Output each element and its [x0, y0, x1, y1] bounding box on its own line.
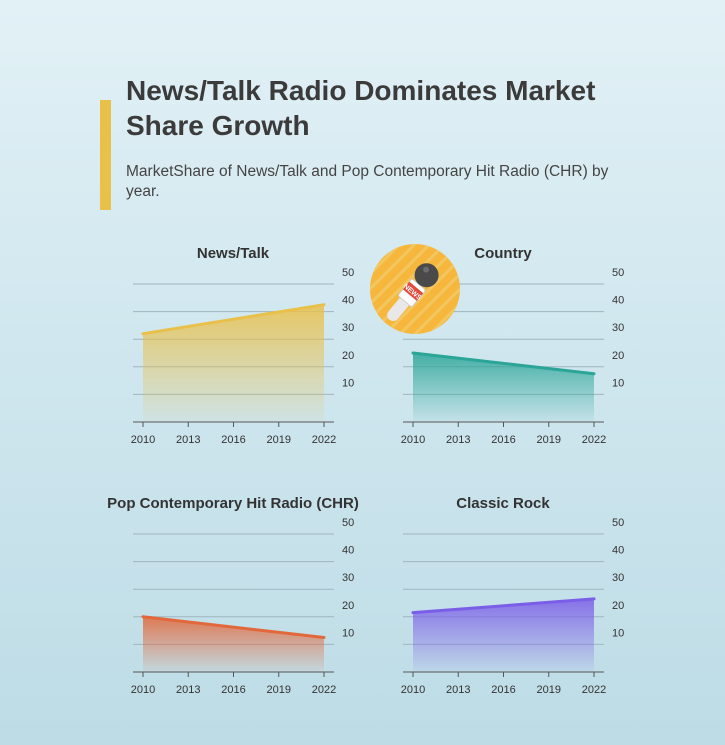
- x-tick-label: 2013: [446, 684, 470, 696]
- x-tick-label: 2022: [582, 434, 606, 446]
- chart-panel-news-talk: News/Talk 10 20 30 40 50 2010 2013 2016 2019 2022: [131, 245, 354, 446]
- x-tick-label: 2010: [401, 684, 425, 696]
- x-tick-label: 2010: [401, 434, 425, 446]
- y-tick-label: 30: [612, 572, 624, 584]
- y-tick-label: 20: [612, 600, 624, 612]
- x-tick-label: 2022: [312, 434, 336, 446]
- x-tick-label: 2010: [131, 434, 155, 446]
- series-line: [141, 615, 326, 639]
- x-tick-label: 2013: [446, 434, 470, 446]
- series-line: [411, 597, 596, 615]
- series-line: [141, 303, 326, 336]
- x-tick-label: 2016: [221, 684, 245, 696]
- y-tick-label: 40: [612, 295, 624, 307]
- y-tick-label: 40: [342, 545, 354, 557]
- x-tick-label: 2016: [221, 434, 245, 446]
- x-tick-label: 2019: [267, 684, 291, 696]
- chart-title: Country: [474, 245, 532, 262]
- series-area: [143, 304, 324, 422]
- x-tick-label: 2013: [176, 434, 200, 446]
- y-tick-label: 30: [342, 572, 354, 584]
- series-area: [413, 353, 594, 422]
- y-tick-label: 40: [612, 545, 624, 557]
- series-line: [411, 351, 596, 376]
- page-subtitle: MarketShare of News/Talk and Pop Contemp…: [126, 163, 609, 200]
- y-tick-label: 50: [342, 267, 354, 279]
- series-area: [143, 616, 324, 672]
- chart-title: Pop Contemporary Hit Radio (CHR): [107, 495, 359, 512]
- x-tick-label: 2013: [176, 684, 200, 696]
- y-tick-label: 30: [612, 322, 624, 334]
- chart-panel-country: Country 10 20 30 40 50 2010 2013 2016 2019 2022: [401, 245, 624, 446]
- x-tick-label: 2016: [491, 434, 515, 446]
- y-tick-label: 50: [612, 517, 624, 529]
- y-tick-label: 30: [342, 322, 354, 334]
- page-title: News/Talk Radio Dominates Market Share G…: [126, 75, 596, 141]
- x-tick-label: 2019: [267, 434, 291, 446]
- y-tick-label: 10: [612, 377, 624, 389]
- title-accent-bar: [100, 100, 111, 210]
- x-tick-label: 2022: [312, 684, 336, 696]
- x-tick-label: 2016: [491, 684, 515, 696]
- news-microphone-icon: NEWS: [370, 244, 460, 334]
- y-tick-label: 10: [612, 627, 624, 639]
- y-tick-label: 50: [612, 267, 624, 279]
- y-tick-label: 20: [342, 350, 354, 362]
- chart-panel-pop-contemporary-hit-radio-chr: Pop Contemporary Hit Radio (CHR) 10 20 30 40…: [107, 495, 359, 696]
- y-tick-label: 40: [342, 295, 354, 307]
- series-area: [413, 598, 594, 672]
- y-tick-label: 20: [342, 600, 354, 612]
- y-tick-label: 20: [612, 350, 624, 362]
- chart-panel-classic-rock: Classic Rock 10 20 30 40 50 2010 2013 2016 2019 20…: [401, 495, 624, 696]
- x-tick-label: 2010: [131, 684, 155, 696]
- chart-title: Classic Rock: [456, 495, 550, 512]
- x-tick-label: 2019: [537, 684, 561, 696]
- y-tick-label: 10: [342, 627, 354, 639]
- x-tick-label: 2019: [537, 434, 561, 446]
- y-tick-label: 50: [342, 517, 354, 529]
- y-tick-label: 10: [342, 377, 354, 389]
- chart-title: News/Talk: [197, 245, 270, 262]
- x-tick-label: 2022: [582, 684, 606, 696]
